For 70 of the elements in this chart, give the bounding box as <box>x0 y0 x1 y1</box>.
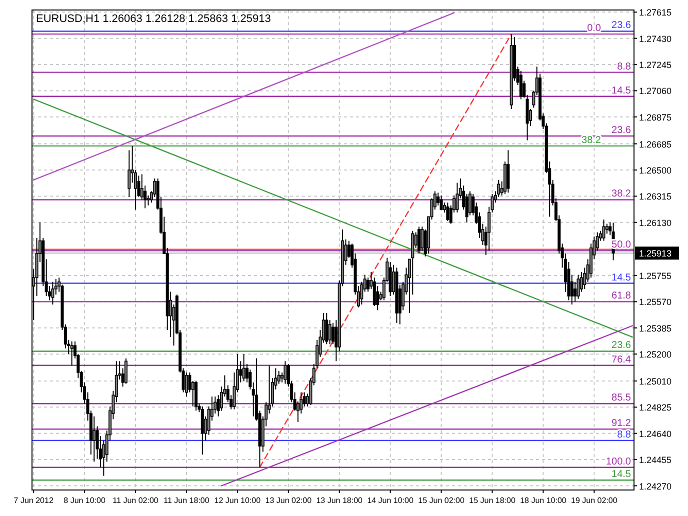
y-tick-label: 1.27615 <box>639 8 672 18</box>
annotation: 23.6 <box>612 20 632 32</box>
annotation: 14.5 <box>612 85 632 96</box>
candlestick <box>440 194 443 210</box>
y-tick-label: 1.24270 <box>639 481 672 492</box>
x-tick-label: 15 Jun 02:00 <box>418 496 465 505</box>
candlestick <box>124 358 128 384</box>
x-tick-label: 8 Jun 10:00 <box>64 496 106 505</box>
candlestick <box>456 182 459 213</box>
candlestick <box>446 202 450 222</box>
annotation: 76.4 <box>612 354 632 366</box>
y-tick-label: 1.27430 <box>639 34 672 44</box>
candlestick <box>70 340 74 366</box>
x-tick-label: 11 Jun 02:00 <box>112 496 159 505</box>
candlestick <box>605 223 608 234</box>
annotation: 61.8 <box>612 290 632 302</box>
candlestick <box>576 274 580 300</box>
annotation: 38.2 <box>582 134 602 146</box>
y-tick-label: 1.25385 <box>639 323 672 334</box>
candlestick <box>325 312 328 345</box>
y-tick-label: 1.25200 <box>639 350 672 360</box>
candlestick <box>376 286 380 311</box>
candlestick <box>51 281 54 306</box>
y-tick-label: 1.26315 <box>639 192 672 202</box>
annotation: 8.8 <box>617 61 632 72</box>
y-tick-label: 1.26500 <box>639 166 672 176</box>
candlestick <box>574 281 577 302</box>
x-tick-label: 11 Jun 18:00 <box>164 496 210 505</box>
x-tick-label: 7 Jun 2012 <box>14 496 54 505</box>
candlestick <box>92 416 96 462</box>
candlestick <box>328 320 332 345</box>
y-tick-label: 1.26685 <box>639 139 672 150</box>
y-tick-label: 1.25010 <box>639 376 672 386</box>
x-tick-label: 13 Jun 18:00 <box>316 496 364 505</box>
annotation: 14.5 <box>612 272 632 284</box>
x-tick-label: 15 Jun 18:00 <box>469 496 516 505</box>
y-tick-label: 1.26130 <box>639 218 672 228</box>
candlestick <box>242 354 246 382</box>
x-tick-label: 18 Jun 10:00 <box>520 496 567 505</box>
annotation: 14.5 <box>612 469 632 480</box>
annotation: 23.6 <box>612 340 632 352</box>
chart-title: EURUSD,H1 1.26063 1.26128 1.25863 1.25913 <box>36 13 271 25</box>
y-tick-label: 1.26875 <box>639 112 672 122</box>
candlestick <box>184 372 188 398</box>
candlestick <box>146 194 150 206</box>
x-tick-label: 19 Jun 02:00 <box>571 496 618 505</box>
annotation: 23.6 <box>612 125 632 136</box>
annotation: 91.2 <box>612 418 632 430</box>
candlestick <box>331 322 335 345</box>
x-tick-label: 13 Jun 02:00 <box>265 496 312 505</box>
y-tick-label: 1.27245 <box>639 60 672 70</box>
x-tick-label: 14 Jun 10:00 <box>367 496 414 505</box>
y-tick-label: 1.25570 <box>639 297 672 308</box>
candlestick <box>128 150 131 198</box>
candlestick <box>602 219 606 242</box>
annotation: 38.2 <box>612 188 632 200</box>
y-tick-label: 1.27060 <box>639 86 672 96</box>
y-tick-label: 1.25755 <box>639 270 672 281</box>
y-tick-label: 1.24455 <box>639 455 672 466</box>
candlestick <box>519 70 522 100</box>
y-tick-label: 1.24825 <box>639 402 672 413</box>
candlestick <box>284 360 287 384</box>
candlestick <box>436 192 440 206</box>
y-tick-label: 1.24640 <box>639 428 672 439</box>
ref-line-label: 1.25913 <box>639 248 672 259</box>
candlestick <box>417 226 421 254</box>
x-tick-label: 12 Jun 10:00 <box>214 496 262 505</box>
annotation: 85.5 <box>612 392 632 404</box>
annotation: 100.0 <box>606 456 632 468</box>
annotation: 8.8 <box>617 429 632 440</box>
